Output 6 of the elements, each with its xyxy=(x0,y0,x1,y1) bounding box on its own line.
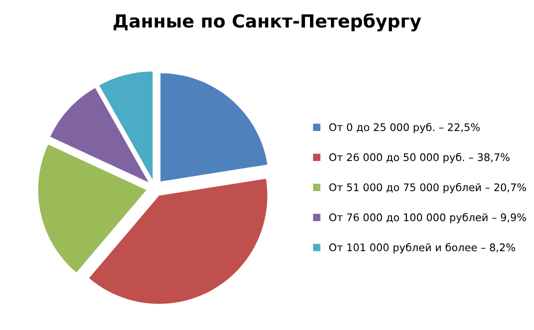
legend-label: От 51 000 до 75 000 рублей – 20,7% xyxy=(329,182,526,194)
legend-label: От 0 до 25 000 руб. – 22,5% xyxy=(329,122,480,134)
chart-title: Данные по Санкт-Петербургу xyxy=(114,13,422,32)
legend-label: От 26 000 до 50 000 руб. – 38,7% xyxy=(329,152,510,164)
legend-label: От 76 000 до 100 000 рублей – 9,9% xyxy=(329,213,526,224)
legend-label: От 101 000 рублей и более – 8,2% xyxy=(329,243,516,254)
